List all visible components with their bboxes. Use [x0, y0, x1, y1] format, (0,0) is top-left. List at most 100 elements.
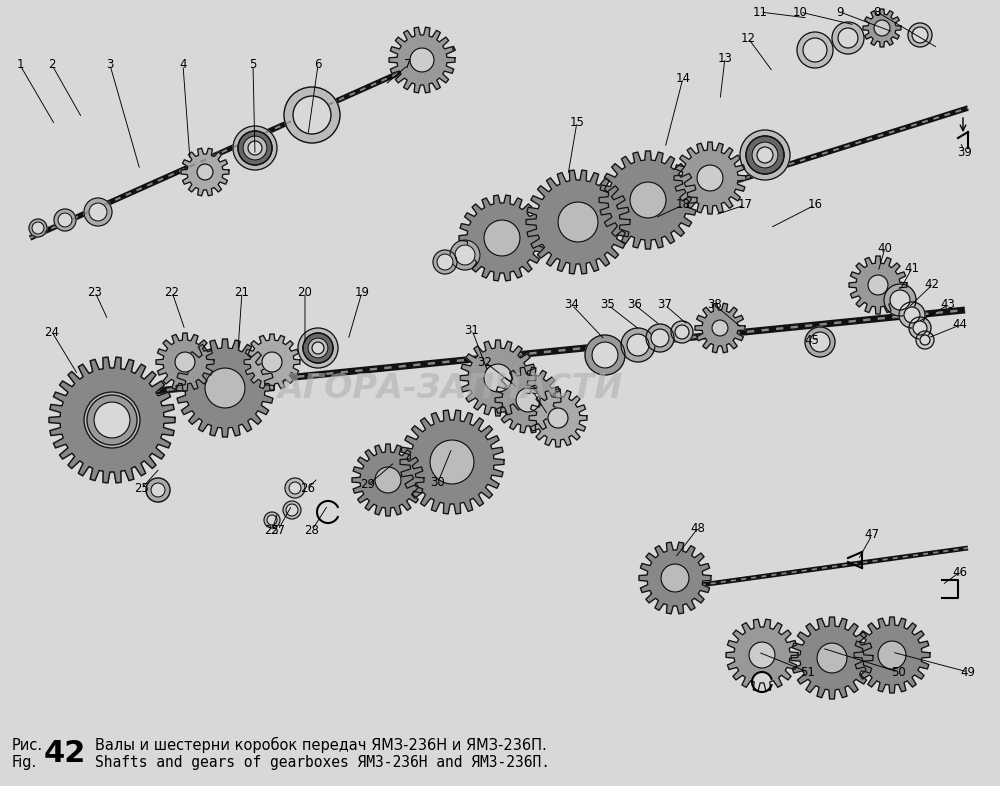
- Circle shape: [558, 202, 598, 242]
- Circle shape: [433, 250, 457, 274]
- Circle shape: [87, 395, 137, 445]
- Circle shape: [238, 131, 272, 165]
- Circle shape: [243, 136, 267, 160]
- Polygon shape: [674, 142, 746, 214]
- Circle shape: [899, 302, 925, 328]
- Text: 16: 16: [808, 199, 822, 211]
- Text: 5: 5: [249, 58, 257, 72]
- Circle shape: [752, 672, 772, 692]
- Circle shape: [746, 136, 784, 174]
- Circle shape: [197, 164, 213, 180]
- Text: 11: 11: [753, 6, 768, 19]
- Circle shape: [248, 141, 262, 155]
- Circle shape: [84, 392, 140, 448]
- Circle shape: [317, 501, 339, 523]
- Text: 50: 50: [891, 666, 905, 678]
- Circle shape: [621, 328, 655, 362]
- Circle shape: [651, 329, 669, 347]
- Text: 48: 48: [691, 521, 705, 534]
- Circle shape: [286, 504, 298, 516]
- Circle shape: [84, 198, 112, 226]
- Text: 2: 2: [48, 58, 56, 72]
- Circle shape: [293, 96, 331, 134]
- Circle shape: [912, 27, 928, 43]
- Text: 49: 49: [960, 666, 976, 678]
- Circle shape: [803, 38, 827, 62]
- Text: 37: 37: [658, 299, 672, 311]
- Text: Fig.: Fig.: [12, 755, 37, 769]
- Text: 32: 32: [478, 355, 492, 369]
- Circle shape: [868, 275, 888, 295]
- Circle shape: [303, 333, 333, 363]
- Polygon shape: [181, 149, 229, 196]
- Circle shape: [749, 642, 775, 668]
- Circle shape: [89, 203, 107, 221]
- Text: 31: 31: [465, 324, 479, 336]
- Text: 12: 12: [740, 31, 756, 45]
- Circle shape: [283, 501, 301, 519]
- Text: 30: 30: [431, 476, 445, 489]
- Circle shape: [175, 352, 195, 372]
- Text: 38: 38: [708, 299, 722, 311]
- Circle shape: [675, 325, 689, 339]
- Text: 40: 40: [878, 241, 892, 255]
- Polygon shape: [352, 444, 424, 516]
- Text: 27: 27: [270, 523, 286, 537]
- Text: 10: 10: [793, 6, 807, 19]
- Text: 21: 21: [234, 285, 250, 299]
- Text: 33: 33: [525, 384, 539, 396]
- Polygon shape: [460, 340, 536, 416]
- Polygon shape: [791, 617, 873, 699]
- Text: 42: 42: [44, 739, 86, 768]
- Circle shape: [262, 352, 282, 372]
- Circle shape: [243, 136, 267, 160]
- Circle shape: [908, 23, 932, 47]
- Circle shape: [238, 131, 272, 165]
- Circle shape: [430, 440, 474, 484]
- Circle shape: [516, 388, 540, 412]
- Circle shape: [874, 20, 890, 36]
- Circle shape: [627, 334, 649, 356]
- Polygon shape: [176, 339, 274, 437]
- Circle shape: [646, 324, 674, 352]
- Circle shape: [312, 342, 324, 354]
- Circle shape: [233, 126, 277, 170]
- Text: 41: 41: [904, 262, 920, 274]
- Circle shape: [838, 28, 858, 48]
- Text: 15: 15: [570, 116, 584, 128]
- Text: Shafts and gears of gearboxes ЯМЗ-236Н and ЯМЗ-236П.: Shafts and gears of gearboxes ЯМЗ-236Н a…: [95, 755, 550, 769]
- Circle shape: [740, 130, 790, 180]
- Text: 25: 25: [135, 482, 149, 494]
- Circle shape: [303, 333, 333, 363]
- Circle shape: [884, 284, 916, 316]
- Circle shape: [757, 147, 773, 163]
- Polygon shape: [639, 542, 711, 614]
- Text: 7: 7: [404, 58, 412, 72]
- Circle shape: [146, 478, 170, 502]
- Circle shape: [264, 512, 280, 528]
- Text: 23: 23: [88, 285, 102, 299]
- Circle shape: [746, 136, 784, 174]
- Circle shape: [58, 213, 72, 227]
- Circle shape: [32, 222, 44, 234]
- Text: 51: 51: [801, 666, 815, 678]
- Circle shape: [205, 368, 245, 408]
- Circle shape: [308, 338, 328, 358]
- Text: 42: 42: [924, 278, 940, 292]
- Polygon shape: [459, 195, 545, 281]
- Circle shape: [832, 22, 864, 54]
- Text: 35: 35: [601, 299, 615, 311]
- Circle shape: [585, 335, 625, 375]
- Circle shape: [455, 245, 475, 265]
- Circle shape: [909, 317, 931, 339]
- Circle shape: [592, 342, 618, 368]
- Circle shape: [484, 364, 512, 392]
- Polygon shape: [389, 28, 455, 93]
- Polygon shape: [526, 170, 630, 274]
- Circle shape: [916, 331, 934, 349]
- Circle shape: [712, 320, 728, 336]
- Text: Рис.: Рис.: [12, 737, 43, 752]
- Text: 47: 47: [864, 528, 880, 542]
- Circle shape: [308, 338, 328, 358]
- Circle shape: [289, 482, 301, 494]
